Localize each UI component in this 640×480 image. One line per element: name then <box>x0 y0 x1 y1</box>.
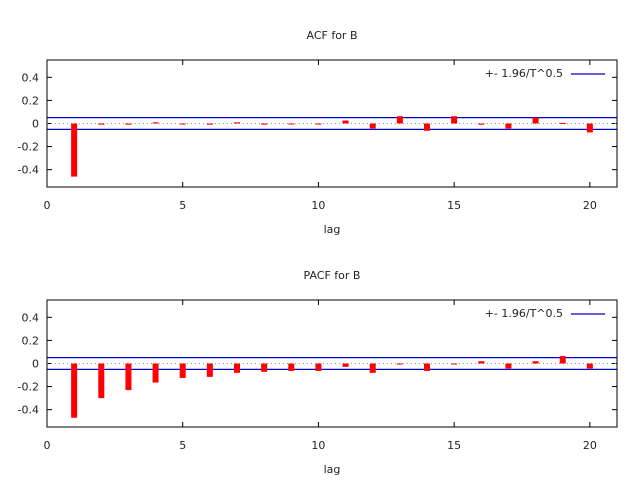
correlation-bar <box>451 116 458 124</box>
correlation-bar <box>532 361 539 364</box>
pacf-panel: PACF for B lag -0.4 -0.2 0 0.2 0.4 0 5 10 15 20 +- 1… <box>18 269 618 476</box>
correlation-bar <box>396 116 403 124</box>
y-tick-label: -0.4 <box>18 164 39 177</box>
x-tick-label: 20 <box>583 199 597 212</box>
correlation-bar <box>424 363 430 371</box>
correlation-bar <box>152 122 159 124</box>
x-tick-label: 15 <box>447 199 461 212</box>
y-tick-label: -0.2 <box>18 141 39 154</box>
chart-title: PACF for B <box>304 269 361 282</box>
legend-label: +- 1.96/T^0.5 <box>485 67 563 80</box>
plot-border <box>46 299 618 428</box>
correlation-bar <box>234 363 240 373</box>
y-tick-label: -0.4 <box>18 404 39 417</box>
correlation-bar <box>71 363 78 418</box>
x-tick-label: 10 <box>311 199 325 212</box>
y-tick-label: 0 <box>32 358 39 371</box>
x-axis-label: lag <box>324 463 341 476</box>
correlation-bar <box>206 363 213 377</box>
x-tick-label: 10 <box>311 439 325 452</box>
correlation-bar <box>288 123 295 125</box>
correlation-bar <box>98 363 105 399</box>
correlation-bar <box>396 363 403 365</box>
legend-label: +- 1.96/T^0.5 <box>485 307 563 320</box>
correlation-bar <box>342 363 349 367</box>
correlation-bar <box>71 123 78 177</box>
correlation-bar <box>424 123 430 131</box>
y-tick-label: 0.2 <box>22 334 40 347</box>
y-tick-label: 0.4 <box>22 71 40 84</box>
correlation-bar <box>505 363 512 369</box>
x-tick-label: 5 <box>179 199 186 212</box>
correlation-bar <box>315 363 322 371</box>
y-tick-label: 0.2 <box>22 94 40 107</box>
acf-panel: ACF for B lag -0.4 -0.2 0 0.2 0.4 0 5 10 15 20 +- 1.… <box>18 29 618 236</box>
correlation-bar <box>586 363 593 369</box>
x-tick-label: 0 <box>44 439 51 452</box>
correlation-bar <box>179 123 186 125</box>
correlation-bar <box>559 122 566 124</box>
x-tick-label: 20 <box>583 439 597 452</box>
correlation-bar <box>206 123 213 125</box>
y-tick-label: 0 <box>32 118 39 131</box>
correlation-bar <box>179 363 186 378</box>
correlation-bar <box>261 123 268 125</box>
x-tick-label: 5 <box>179 439 186 452</box>
correlation-bar <box>369 363 376 373</box>
correlation-bar <box>288 363 295 371</box>
correlation-bar <box>478 361 485 364</box>
correlation-bar <box>451 363 458 365</box>
x-tick-label: 15 <box>447 439 461 452</box>
y-tick-label: -0.2 <box>18 381 39 394</box>
plot-border <box>46 59 618 188</box>
correlation-bar <box>369 123 376 129</box>
correlation-bar <box>125 363 132 391</box>
correlation-bar <box>261 363 268 372</box>
correlation-bar <box>152 363 159 383</box>
y-tick-label: 0.4 <box>22 311 40 324</box>
x-tick-label: 0 <box>44 199 51 212</box>
correlation-bar <box>125 123 132 125</box>
correlation-bar <box>532 117 539 124</box>
correlation-bar <box>505 123 512 129</box>
correlation-bar <box>342 120 349 124</box>
correlation-bar <box>98 123 105 125</box>
correlation-bar <box>234 122 240 124</box>
correlation-bar <box>559 356 566 364</box>
correlation-bar <box>478 123 485 125</box>
correlation-bar <box>315 123 322 125</box>
x-axis-label: lag <box>324 223 341 236</box>
correlation-bar <box>586 123 593 133</box>
chart-title: ACF for B <box>306 29 357 42</box>
